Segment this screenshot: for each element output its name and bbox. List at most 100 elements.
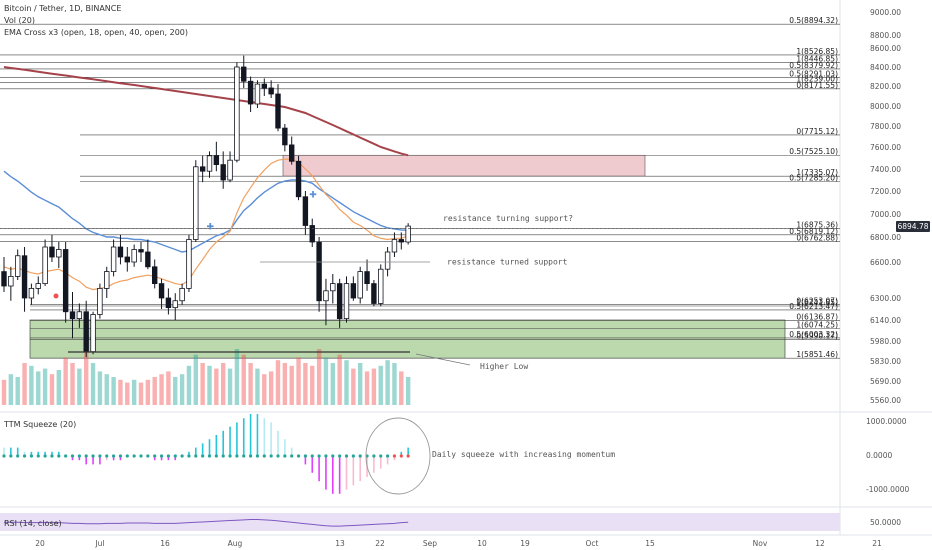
ttm-squeeze-dot [166,454,170,458]
annotation-resistance-turning-support: resistance turning support? [443,214,573,223]
time-axis-tick: Oct [586,539,599,548]
volume-bar [214,368,219,405]
volume-bar [221,363,226,405]
time-axis-tick: Nov [753,539,768,548]
price-axis-tick: 5690.00 [870,377,901,386]
volume-bar [84,351,89,405]
volume-bar [296,357,301,405]
volume-bar [104,374,109,405]
annotation-higher-low: Higher Low [480,362,528,371]
volume-bar [234,349,240,405]
ttm-squeeze-dot [399,454,403,458]
ttm-squeeze-dot [310,454,314,458]
volume-bar [385,360,390,405]
volume-bar [337,354,342,405]
ttm-squeeze-dot [70,454,75,458]
volume-bar [303,363,308,405]
candle-body [124,256,130,263]
candle-body [1,271,7,287]
candle-body [158,283,165,299]
volume-bar [118,379,123,405]
ttm-squeeze-dot [132,454,136,458]
ttm-squeeze-dot [36,454,40,458]
ttm-axis-tick: -1000.0000 [866,485,909,494]
fib-level-label: 1(7335.07) [796,168,838,177]
volume-bar [42,368,48,405]
volume-bar [22,363,27,405]
time-axis-tick: 19 [520,539,530,548]
volume-bar [262,374,267,405]
volume-bar [131,379,137,405]
volume-bar [138,382,144,405]
ttm-squeeze-dot [84,454,88,458]
price-axis-tick: 6140.00 [870,316,901,325]
candle-body [193,166,199,240]
candle-body [302,196,309,226]
ttm-squeeze-dot [159,454,164,458]
price-axis-tick: 7400.00 [870,165,901,174]
volume-bar [316,349,322,405]
fib-level-label: 0.5(8379.92) [789,61,838,70]
volume-bar [125,382,130,405]
volume-bar [111,377,116,405]
price-axis-tick: 5560.00 [870,396,901,405]
candle-body [261,83,267,89]
candle-body [49,246,55,258]
candle-body [254,83,261,105]
price-axis-tick: 8800.00 [870,31,901,40]
volume-indicator-label: Vol (20) [4,16,35,25]
fib-level-label: 0(8171.55) [796,81,838,90]
volume-bar [56,370,61,405]
ttm-squeeze-dot [276,454,280,458]
ttm-squeeze-dot [324,454,328,458]
ttm-squeeze-dot [214,454,218,458]
fib-level-label: 0.5(6819.12) [789,227,838,236]
candle-body [398,239,404,243]
candle-body [282,127,288,146]
candle-body [179,287,185,302]
fib-level-label: 0(6762.88) [796,234,838,243]
ttm-squeeze-dot [386,454,390,458]
price-axis-tick: 8400.00 [870,63,901,72]
volume-bar [227,368,233,405]
fib-level-label: 0.5(8291.03) [789,69,838,78]
ttm-squeeze-dot [296,454,301,458]
candle-body [350,283,357,299]
volume-bar [248,363,253,405]
candle-body [288,144,295,162]
candle-body [295,160,302,198]
candle-body [104,271,110,289]
volume-bar [152,377,157,405]
candle-body [323,290,329,302]
ttm-squeeze-dot [43,454,47,458]
fib-level-label: 0.5(7285.20) [789,174,838,183]
fib-level-label: 0.5(7525.10) [789,147,838,156]
ttm-squeeze-dot [105,454,109,458]
ema-cross-marker: ✚ [309,190,317,200]
volume-bar [15,377,20,405]
ttm-squeeze-dot [91,454,95,458]
volume-bar [193,354,198,405]
candle-body [21,255,28,299]
ttm-squeeze-dot [249,454,253,458]
ttm-axis-tick: 1000.0000 [866,417,907,426]
price-axis-tick: 6600.00 [870,258,901,267]
fib-level-label: 0.5(6003.32) [789,330,838,339]
volume-bar [282,363,288,405]
candle-body [357,271,363,299]
time-axis-tick: Sep [423,539,437,548]
ttm-squeeze-dot [392,454,397,458]
candle-body [151,266,158,284]
ttm-squeeze-dot [351,454,355,458]
volume-bar [268,371,274,405]
volume-bar [159,374,164,405]
volume-bar [63,357,68,405]
ttm-squeeze-dot [372,454,376,458]
fib-level-label: 0.5(6213.47) [789,302,838,311]
fib-level-label: 1(8239.00) [796,74,838,83]
volume-bar [90,363,96,405]
volume-bar [371,368,377,405]
ema-cross-marker: ✚ [207,223,215,233]
volume-bar [97,371,103,405]
